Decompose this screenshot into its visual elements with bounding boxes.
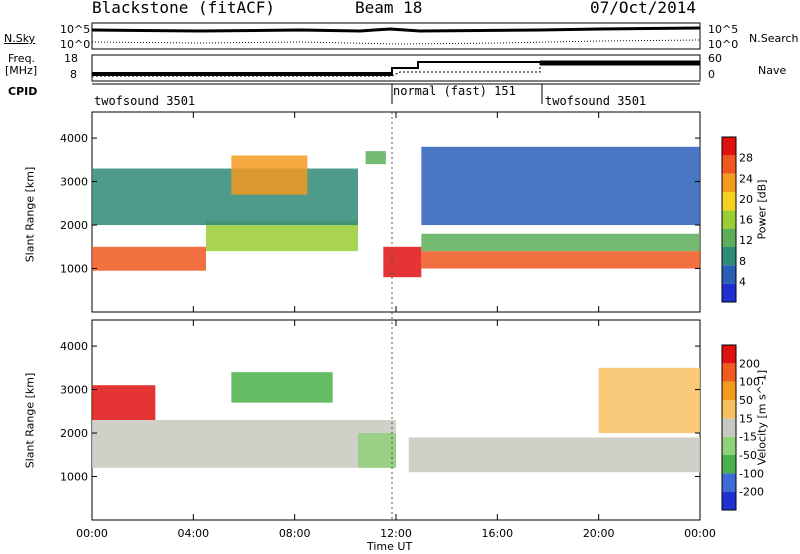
power-region-7 xyxy=(421,233,700,252)
velocity-region-2 xyxy=(231,372,333,403)
power-colorbar-tick-6: 28 xyxy=(739,152,753,165)
velocity-ytick-label-3: 4000 xyxy=(60,340,88,353)
power-colorbar-tick-0: 4 xyxy=(739,275,746,288)
x-tick-label-2: 08:00 xyxy=(279,527,311,540)
velocity-colorbar-tick-3: 15 xyxy=(739,412,753,425)
date-title: 07/Oct/2014 xyxy=(590,0,696,17)
freq-panel-frame xyxy=(91,54,701,82)
velocity-colorbar-tick-0: 200 xyxy=(739,357,760,370)
x-tick-label-6: 00:00 xyxy=(684,527,716,540)
velocity-region-4 xyxy=(408,437,700,473)
power-colorbar-swatch-5 xyxy=(722,192,736,211)
power-ytick-label-1: 2000 xyxy=(60,219,88,232)
cpid-label: CPID xyxy=(8,85,38,98)
power-colorbar-tick-1: 8 xyxy=(739,255,746,268)
station-title: Blackstone (fitACF) xyxy=(92,0,276,17)
nsearch-label: N.Search xyxy=(749,32,799,45)
power-ytick-label-3: 4000 xyxy=(60,132,88,145)
velocity-region-1 xyxy=(92,420,396,468)
power-colorbar-swatch-8 xyxy=(722,137,736,156)
power-region-5 xyxy=(383,246,422,278)
x-tick-label-4: 16:00 xyxy=(481,527,513,540)
nave-label: Nave xyxy=(758,64,787,77)
velocity-colorbar-swatch-8 xyxy=(722,345,736,364)
velocity-colorbar-tick-6: -100 xyxy=(739,467,764,480)
nsky-label: N.Sky xyxy=(4,32,36,45)
velocity-colorbar-tick-5: -50 xyxy=(739,449,757,462)
power-colorbar-swatch-4 xyxy=(722,210,736,229)
power-region-3 xyxy=(231,155,308,195)
velocity-region-5 xyxy=(598,367,700,434)
velocity-ytick-label-1: 2000 xyxy=(60,427,88,440)
velocity-ytick-label-0: 1000 xyxy=(60,471,88,484)
beam-title: Beam 18 xyxy=(355,0,423,17)
velocity-colorbar-tick-1: 100 xyxy=(739,376,760,389)
power-colorbar-tick-3: 16 xyxy=(739,214,753,227)
x-tick-label-0: 00:00 xyxy=(76,527,108,540)
velocity-colorbar-swatch-0 xyxy=(722,491,736,510)
x-tick-label-5: 20:00 xyxy=(583,527,615,540)
power-colorbar-swatch-1 xyxy=(722,265,736,284)
power-ytick-label-2: 3000 xyxy=(60,176,88,189)
power-region-2 xyxy=(92,168,358,226)
x-tick-label-1: 04:00 xyxy=(177,527,209,540)
nsky-tick-bottom: 10^0 xyxy=(60,38,91,51)
velocity-colorbar-swatch-7 xyxy=(722,363,736,382)
freq-tick-top: 18 xyxy=(64,52,78,65)
velocity-region-0 xyxy=(92,385,156,420)
power-colorbar-swatch-7 xyxy=(722,155,736,174)
nsearch-line xyxy=(91,39,701,45)
freq-tick-bottom: 8 xyxy=(70,68,77,81)
velocity-colorbar-tick-4: -15 xyxy=(739,431,757,444)
velocity-colorbar-swatch-6 xyxy=(722,381,736,400)
nsearch-tick-bottom: 10^0 xyxy=(708,38,739,51)
velocity-colorbar-swatch-5 xyxy=(722,400,736,419)
nsky-tick-top: 10^5 xyxy=(60,23,91,36)
power-region-8 xyxy=(421,146,700,226)
power-colorbar-frame xyxy=(721,136,737,303)
velocity-colorbar-swatch-1 xyxy=(722,473,736,492)
cpid-segment-2: normal (fast) 151 xyxy=(393,84,516,98)
nave-tick-top: 60 xyxy=(708,52,722,65)
power-colorbar-tick-5: 24 xyxy=(739,172,753,185)
freq-label-bottom: [MHz] xyxy=(5,64,38,77)
freq-label-top: Freq. xyxy=(8,52,36,65)
power-colorbar-tick-2: 12 xyxy=(739,234,753,247)
nsky-line xyxy=(91,26,701,33)
power-colorbar-tick-4: 20 xyxy=(739,193,753,206)
nave-tick-bottom: 0 xyxy=(708,68,715,81)
nsearch-tick-top: 10^5 xyxy=(708,23,739,36)
cpid-segment-1: twofsound 3501 xyxy=(94,94,196,108)
velocity-ytick-label-2: 3000 xyxy=(60,384,88,397)
power-region-1 xyxy=(206,220,358,252)
power-ytick-label-0: 1000 xyxy=(60,263,88,276)
power-region-6 xyxy=(421,251,700,269)
velocity-colorbar-swatch-3 xyxy=(722,436,736,455)
velocity-colorbar-swatch-4 xyxy=(722,418,736,437)
x-tick-label-3: 12:00 xyxy=(380,527,412,540)
x-axis-label: Time UT xyxy=(367,540,413,553)
velocity-colorbar-tick-2: 50 xyxy=(739,394,753,407)
velocity-colorbar-frame xyxy=(721,344,737,511)
velocity-colorbar-swatch-2 xyxy=(722,455,736,474)
power-colorbar-swatch-0 xyxy=(722,283,736,302)
power-colorbar-swatch-6 xyxy=(722,173,736,192)
power-region-4 xyxy=(365,151,386,165)
velocity-region-3 xyxy=(358,433,396,468)
power-region-0 xyxy=(92,246,206,271)
velocity-colorbar-tick-7: -200 xyxy=(739,486,764,499)
power-colorbar-swatch-3 xyxy=(722,228,736,247)
cpid-segment-3: twofsound 3501 xyxy=(545,94,647,108)
noise-panel-frame xyxy=(91,22,701,50)
power-colorbar-swatch-2 xyxy=(722,247,736,266)
